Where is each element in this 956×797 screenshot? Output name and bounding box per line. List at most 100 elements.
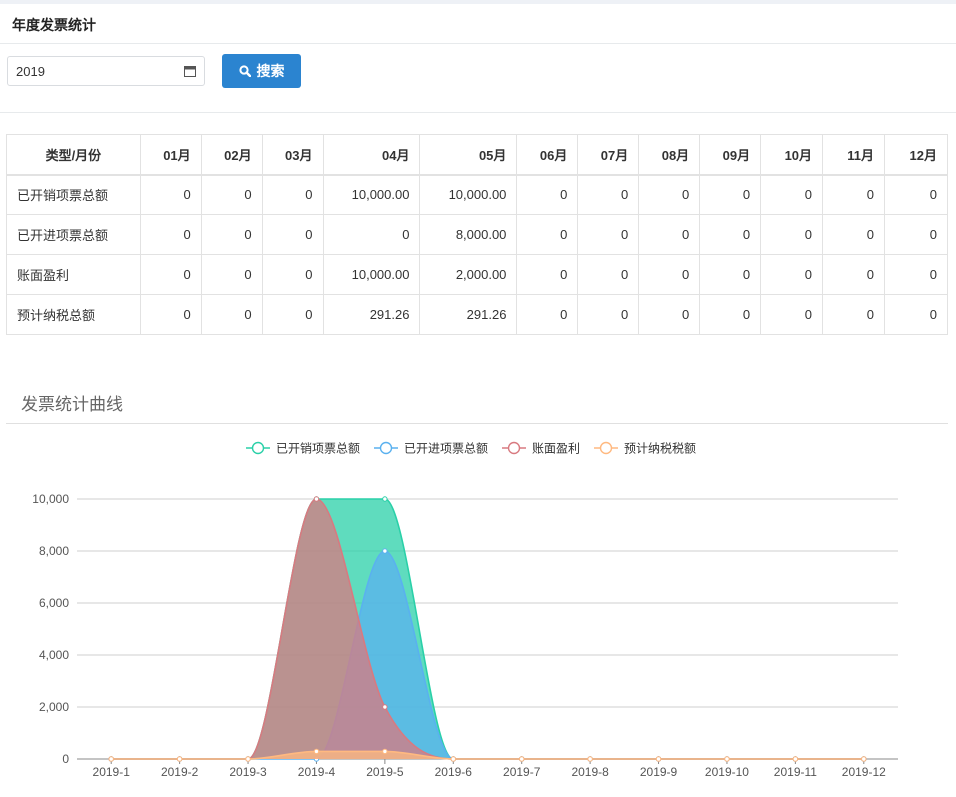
header-cell: 05月 bbox=[419, 134, 518, 176]
series-area bbox=[111, 499, 864, 759]
chart-section-title: 发票统计曲线 bbox=[21, 395, 123, 414]
y-tick-label: 6,000 bbox=[39, 596, 69, 610]
table-cell: 0 bbox=[139, 214, 202, 255]
y-tick-label: 2,000 bbox=[39, 700, 69, 714]
table-cell: 10,000.00 bbox=[322, 174, 421, 215]
search-label: 搜索 bbox=[256, 63, 285, 79]
x-tick-label: 2019-3 bbox=[229, 765, 267, 779]
table-cell: 0 bbox=[261, 294, 324, 335]
data-point bbox=[176, 756, 183, 762]
search-button[interactable]: 搜索 bbox=[222, 54, 301, 88]
table-cell: 0 bbox=[638, 254, 701, 295]
search-icon bbox=[238, 65, 251, 77]
legend-label: 账面盈利 bbox=[532, 442, 580, 456]
table-cell: 0 bbox=[200, 174, 263, 215]
row-label: 预计纳税总额 bbox=[6, 294, 141, 335]
table-cell: 0 bbox=[139, 294, 202, 335]
row-label: 已开销项票总额 bbox=[6, 174, 141, 215]
data-point bbox=[655, 756, 662, 762]
year-input[interactable] bbox=[8, 57, 189, 85]
x-tick-label: 2019-11 bbox=[774, 765, 817, 779]
data-point bbox=[108, 756, 114, 762]
table-cell: 8,000.00 bbox=[419, 214, 518, 255]
table-cell: 0 bbox=[261, 214, 324, 255]
year-picker[interactable] bbox=[7, 56, 205, 86]
row-label: 账面盈利 bbox=[6, 254, 141, 295]
y-tick-label: 4,000 bbox=[39, 648, 69, 662]
header-cell: 09月 bbox=[699, 134, 762, 176]
table-cell: 0 bbox=[883, 294, 949, 335]
series-line bbox=[111, 750, 864, 760]
y-tick-label: 10,000 bbox=[32, 492, 69, 506]
stats-table: 类型/月份 01月 02月 03月 04月 05月 06月 07月 08月 09… bbox=[6, 134, 949, 335]
invoice-chart: 0 2,000 4,000 6,000 8,000 10,000 2019-1 2019-2 2… bbox=[32, 441, 898, 779]
table-cell: 0 bbox=[699, 254, 762, 295]
table-cell: 291.26 bbox=[322, 294, 421, 335]
legend-label: 已开进项票总额 bbox=[404, 442, 488, 456]
table-cell: 0 bbox=[577, 174, 640, 215]
divider bbox=[6, 423, 948, 424]
table-row: 已开进项票总额 0 0 0 0 8,000.00 0 0 0 0 0 0 0 bbox=[6, 214, 949, 255]
table-cell: 0 bbox=[883, 174, 949, 215]
x-tick-label: 2019-7 bbox=[503, 765, 541, 779]
table-cell: 0 bbox=[699, 214, 762, 255]
header-cell: 12月 bbox=[883, 134, 949, 176]
data-point bbox=[382, 748, 388, 755]
data-point bbox=[450, 756, 456, 762]
x-tick-label: 2019-10 bbox=[705, 765, 749, 779]
table-cell: 0 bbox=[200, 254, 263, 295]
legend-label: 预计纳税税额 bbox=[624, 442, 696, 456]
table-row: 账面盈利 0 0 0 10,000.00 2,000.00 0 0 0 0 0 … bbox=[6, 254, 949, 295]
legend-symbol bbox=[251, 441, 265, 455]
divider bbox=[0, 43, 956, 44]
table-cell: 0 bbox=[822, 254, 885, 295]
calendar-icon[interactable] bbox=[184, 65, 196, 77]
y-tick-label: 8,000 bbox=[39, 544, 69, 558]
table-cell: 0 bbox=[139, 174, 202, 215]
header-cell: 06月 bbox=[516, 134, 579, 176]
data-point bbox=[313, 496, 320, 502]
x-tick-label: 2019-6 bbox=[435, 765, 473, 779]
table-cell: 0 bbox=[883, 214, 949, 255]
table-cell: 0 bbox=[699, 174, 762, 215]
data-point bbox=[382, 496, 388, 502]
series-line bbox=[111, 498, 864, 760]
row-label: 已开进项票总额 bbox=[6, 214, 141, 255]
legend-symbol bbox=[599, 441, 613, 455]
table-cell: 291.26 bbox=[419, 294, 518, 335]
table-cell: 0 bbox=[638, 214, 701, 255]
y-tick-label: 0 bbox=[62, 752, 69, 766]
table-cell: 0 bbox=[699, 294, 762, 335]
table-cell: 0 bbox=[200, 214, 263, 255]
table-cell: 0 bbox=[760, 214, 824, 255]
x-tick-label: 2019-5 bbox=[366, 765, 404, 779]
table-cell: 0 bbox=[577, 214, 640, 255]
table-cell: 0 bbox=[760, 294, 824, 335]
data-point bbox=[792, 756, 799, 762]
header-cell: 04月 bbox=[322, 134, 421, 176]
table-cell: 0 bbox=[822, 214, 885, 255]
divider bbox=[0, 112, 956, 113]
x-tick-label: 2019-12 bbox=[842, 765, 886, 779]
header-cell: 07月 bbox=[577, 134, 640, 176]
header-cell: 11月 bbox=[822, 134, 885, 176]
table-cell: 0 bbox=[760, 174, 824, 215]
legend-label: 已开销项票总额 bbox=[276, 442, 360, 456]
data-point bbox=[587, 756, 593, 762]
table-cell: 0 bbox=[139, 254, 202, 295]
table-cell: 0 bbox=[638, 294, 701, 335]
x-tick-label: 2019-8 bbox=[571, 765, 609, 779]
data-point bbox=[313, 748, 320, 755]
x-tick-label: 2019-4 bbox=[298, 765, 336, 779]
table-header-row: 类型/月份 01月 02月 03月 04月 05月 06月 07月 08月 09… bbox=[6, 134, 949, 176]
header-cell: 03月 bbox=[261, 134, 324, 176]
table-cell: 0 bbox=[261, 254, 324, 295]
legend-symbol bbox=[507, 441, 521, 455]
series-line bbox=[111, 498, 864, 760]
table-cell: 0 bbox=[638, 174, 701, 215]
table-cell: 10,000.00 bbox=[322, 254, 421, 295]
header-cell: 10月 bbox=[760, 134, 824, 176]
header-cell: 类型/月份 bbox=[6, 134, 141, 176]
table-row: 预计纳税总额 0 0 0 291.26 291.26 0 0 0 0 0 0 0 bbox=[6, 294, 949, 335]
table-cell: 0 bbox=[577, 294, 640, 335]
